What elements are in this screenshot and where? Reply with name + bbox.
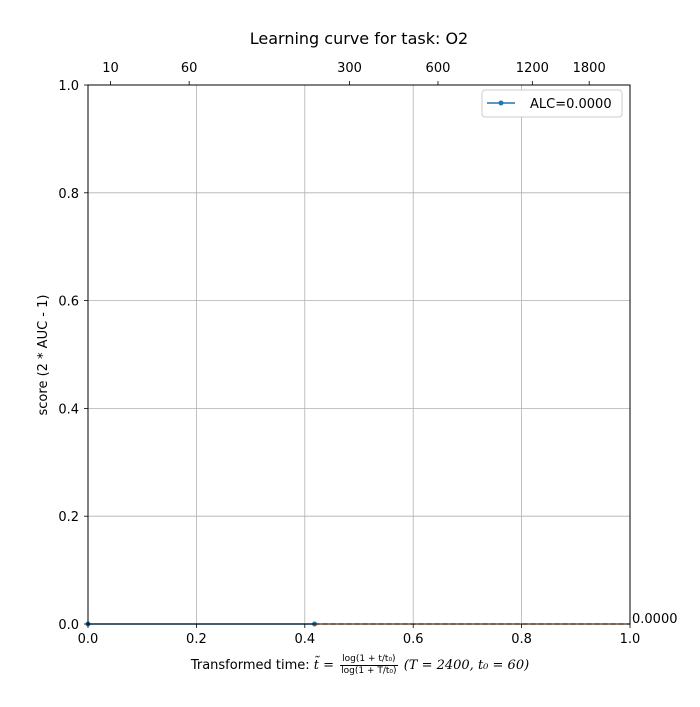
chart-title: Learning curve for task: O2 [250,29,468,48]
y-tick-label: 0.0 [58,618,79,633]
x-axis-title-var: t̃ = [313,658,339,673]
top-tick-label: 1200 [516,61,549,76]
x-axis-title-fraction: log(1 + t/t₀) log(1 + T/t₀) [340,654,398,677]
x-axis-title-params: (T = 2400, t₀ = 60) [403,658,530,673]
top-tick-label: 300 [337,61,362,76]
grid [87,84,631,625]
legend-box [481,89,623,118]
x-axis: 0.0 0.2 0.4 0.6 0.8 1.0 [78,624,641,647]
plot-frame [87,84,631,625]
x-tick-label: 0.6 [403,632,424,647]
y-axis-title: score (2 * AUC - 1) [36,295,51,416]
y-tick-label: 0.2 [58,510,79,525]
x-axis-title-prefix: Transformed time: [190,658,314,673]
legend-marker-alc [498,100,504,106]
top-axis: 10 60 300 600 1200 1800 [102,61,606,85]
y-axis: 0.0 0.2 0.4 0.6 0.8 1.0 [58,79,88,633]
x-axis-title-denominator: log(1 + T/t₀) [341,666,397,676]
top-tick-label: 10 [102,61,119,76]
top-tick-label: 1800 [573,61,606,76]
x-axis-title: Transformed time: t̃ = log(1 + t/t₀) log(… [90,654,630,677]
y-tick-label: 0.6 [58,295,79,310]
y-tick-label: 1.0 [58,79,79,94]
y-tick-label: 0.8 [58,187,79,202]
x-tick-label: 0.0 [78,632,99,647]
x-axis-title-numerator: log(1 + t/t₀) [340,654,398,666]
x-tick-label: 1.0 [620,632,641,647]
legend: ALC=0.0000 [481,89,623,118]
x-tick-label: 0.8 [511,632,532,647]
legend-label-alc: ALC=0.0000 [530,97,612,112]
y-tick-label: 0.4 [58,402,79,417]
top-tick-label: 60 [181,61,198,76]
end-value-annotation: 0.0000 [632,612,678,627]
x-tick-label: 0.2 [186,632,207,647]
x-tick-label: 0.4 [294,632,315,647]
top-tick-label: 600 [426,61,451,76]
